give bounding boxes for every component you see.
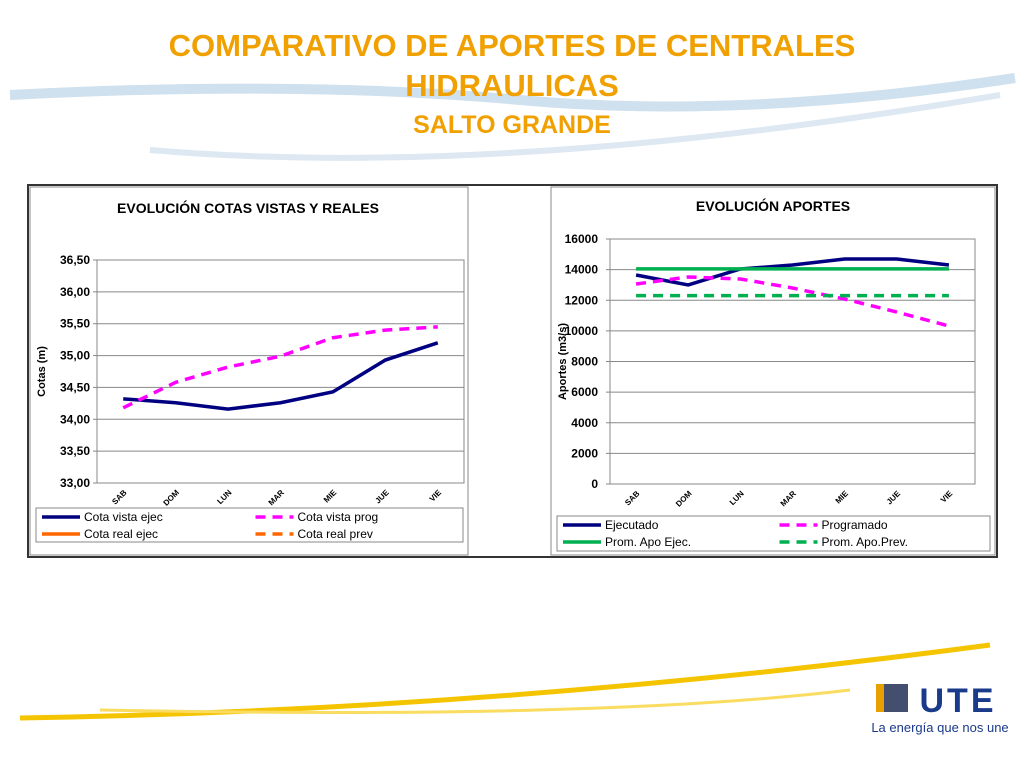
legend-box [35, 507, 464, 543]
y-tick-label: 2000 [571, 446, 598, 460]
y-tick-label: 35,50 [60, 317, 90, 331]
series-line [635, 275, 950, 328]
logo-text: UTE [920, 682, 997, 720]
y-tick-label: 4000 [571, 416, 598, 430]
legend-label: Ejecutado [605, 518, 659, 532]
y-tick-label: 10000 [565, 324, 599, 338]
logo-mark [884, 684, 908, 712]
y-tick-label: 33,00 [60, 476, 90, 490]
y-tick-label: 0 [591, 477, 598, 491]
legend-label: Programado [822, 518, 888, 532]
y-tick-label: 8000 [571, 355, 598, 369]
title: HIDRAULICAS [405, 68, 619, 103]
y-tick-label: 6000 [571, 385, 598, 399]
logo: UTE La energía que nos une [871, 682, 1008, 735]
plot-area [96, 259, 465, 484]
title: COMPARATIVO DE APORTES DE CENTRALES [169, 28, 856, 63]
legend-label: Cota real ejec [84, 527, 158, 541]
series-line [123, 341, 439, 411]
decor-line [99, 688, 851, 714]
legend-box [556, 515, 991, 552]
decor-swoosh [9, 73, 1016, 112]
chart-title: EVOLUCIÓN APORTES [696, 197, 850, 214]
legend-label: Cota vista prog [298, 510, 379, 524]
y-tick-label: 35,00 [60, 349, 90, 363]
series-line [635, 257, 950, 287]
y-tick-label: 16000 [565, 232, 599, 246]
y-tick-label: 12000 [565, 293, 599, 307]
y-tick-label: 33,50 [60, 444, 90, 458]
y-tick-label: 34,00 [60, 412, 90, 426]
chart-title: EVOLUCIÓN COTAS VISTAS Y REALES [117, 199, 379, 216]
series-line [122, 325, 438, 410]
legend-label: Cota vista ejec [84, 510, 163, 524]
slogan: La energía que nos une [871, 720, 1008, 735]
subtitle: SALTO GRANDE [413, 111, 611, 139]
y-tick-label: 34,50 [60, 380, 90, 394]
legend-label: Cota real prev [298, 527, 373, 541]
decor-swoosh [149, 92, 1001, 161]
decor-line [19, 642, 991, 721]
y-tick-label: 36,50 [60, 253, 90, 267]
legend-label: Prom. Apo.Prev. [822, 535, 908, 549]
legend-label: Prom. Apo Ejec. [605, 535, 691, 549]
y-tick-label: 36,00 [60, 285, 90, 299]
y-tick-label: 14000 [565, 263, 599, 277]
y-axis-label: Cotas (m) [36, 346, 48, 397]
y-axis-label: Aportes (m3/s) [557, 323, 569, 400]
